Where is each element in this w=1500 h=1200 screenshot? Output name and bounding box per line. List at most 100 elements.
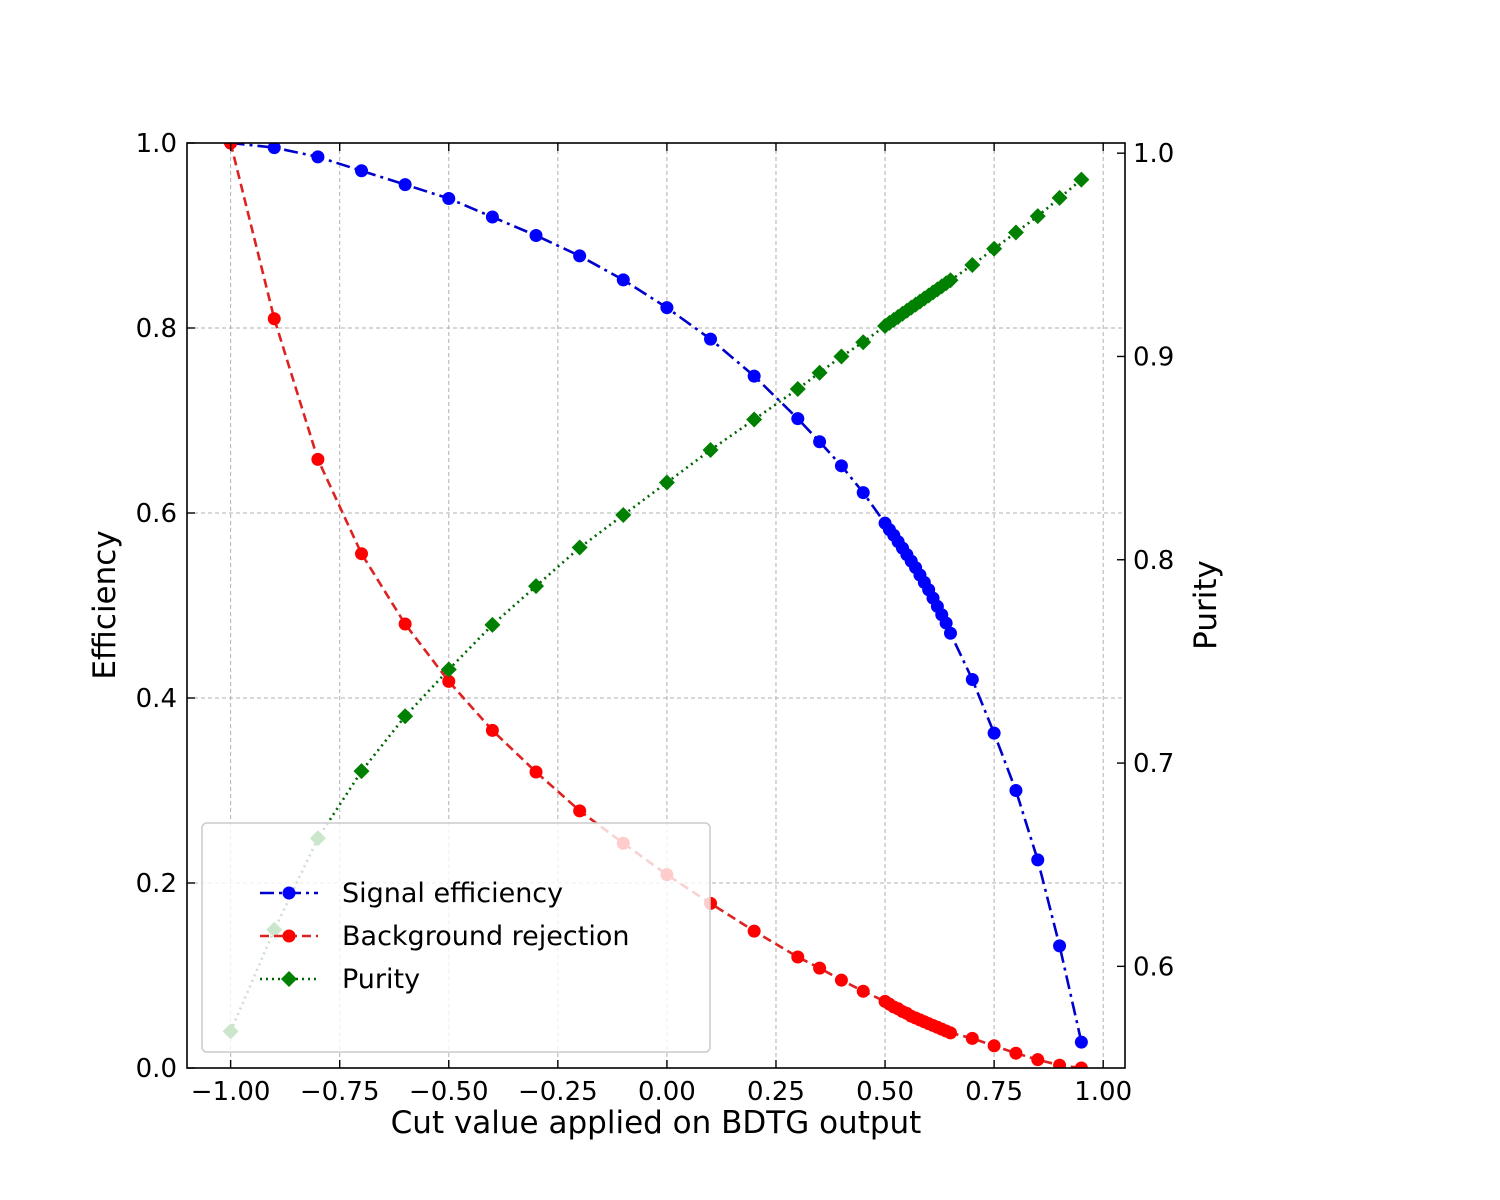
data-point-background-rejection [529, 765, 543, 779]
legend-item-background: Background rejection [260, 921, 629, 952]
plot-frame [186, 142, 1126, 1069]
data-point-purity [397, 708, 414, 725]
data-point-purity [855, 334, 872, 351]
x-tick-label: 1.00 [1074, 1077, 1132, 1107]
data-point-purity [484, 616, 501, 633]
data-point-purity [833, 348, 850, 365]
data-point-purity [746, 411, 763, 428]
data-point-background-rejection [573, 804, 587, 818]
data-point-background-rejection [834, 973, 848, 987]
data-point-background-rejection [398, 617, 412, 631]
x-tick-label: −0.50 [409, 1077, 489, 1107]
data-point-background-rejection [1074, 1061, 1088, 1068]
y2-tick-label: 0.7 [1133, 749, 1174, 779]
y2-tick-label: 0.9 [1133, 342, 1174, 372]
data-point-signal-efficiency [813, 435, 827, 449]
y-tick-label: 0.2 [136, 869, 177, 899]
data-point-purity [1073, 171, 1090, 188]
legend-marker-signal [282, 886, 296, 900]
data-point-purity [1007, 224, 1024, 241]
legend-marker-purity [281, 971, 297, 987]
x-tick-label: −1.00 [191, 1077, 271, 1107]
data-point-signal-efficiency [747, 369, 761, 383]
data-point-purity [353, 763, 370, 780]
data-point-background-rejection [1009, 1046, 1023, 1060]
data-point-purity [942, 272, 959, 289]
data-point-signal-efficiency [704, 332, 718, 346]
data-point-purity [658, 474, 675, 491]
y-tick-label: 0.4 [136, 684, 177, 714]
data-point-background-rejection [943, 1026, 957, 1040]
data-point-purity [702, 441, 719, 458]
data-point-signal-efficiency [660, 301, 674, 315]
data-point-background-rejection [965, 1031, 979, 1045]
data-point-purity [811, 364, 828, 381]
data-point-purity [964, 256, 981, 273]
data-point-background-rejection [856, 984, 870, 998]
data-point-signal-efficiency [398, 178, 412, 192]
data-point-signal-efficiency [987, 726, 1001, 740]
data-point-signal-efficiency [573, 249, 587, 263]
data-point-purity [1051, 189, 1068, 206]
legend-item-purity: Purity [260, 964, 420, 995]
data-point-signal-efficiency [1053, 939, 1067, 953]
data-point-background-rejection [442, 674, 456, 688]
data-point-background-rejection [747, 924, 761, 938]
data-point-signal-efficiency [856, 486, 870, 500]
ticks: −1.00 −0.75 −0.50 −0.25 0.00 0.25 0.50 0.75 1.00… [136, 129, 1175, 1107]
data-point-signal-efficiency [355, 164, 369, 178]
data-point-purity [789, 380, 806, 397]
data-point-background-rejection [791, 950, 805, 964]
data-point-purity [1029, 208, 1046, 225]
x-tick-label: 0.75 [965, 1077, 1023, 1107]
legend: Signal efficiency Background rejection P… [201, 822, 711, 1053]
legend-label-background: Background rejection [342, 921, 629, 952]
data-point-purity [528, 578, 545, 595]
x-tick-label: 0.00 [638, 1077, 696, 1107]
data-point-signal-efficiency [791, 412, 805, 426]
data-point-background-rejection [1031, 1053, 1045, 1067]
data-point-background-rejection [355, 547, 369, 561]
data-point-signal-efficiency [943, 626, 957, 640]
y2-tick-label: 0.6 [1133, 952, 1174, 982]
legend-marker-background [282, 929, 296, 943]
data-point-signal-efficiency [529, 229, 543, 242]
legend-item-signal: Signal efficiency [260, 878, 563, 909]
y-tick-label: 0.0 [136, 1054, 177, 1084]
x-tick-label: −0.25 [518, 1077, 598, 1107]
data-point-signal-efficiency [311, 150, 325, 164]
data-point-signal-efficiency [939, 616, 953, 630]
data-point-signal-efficiency [1074, 1035, 1088, 1049]
data-point-background-rejection [987, 1039, 1001, 1053]
y2-tick-label: 1.0 [1133, 139, 1174, 169]
y-tick-label: 1.0 [136, 129, 177, 159]
y2-axis-title: Purity [1188, 560, 1224, 650]
x-tick-label: 0.25 [747, 1077, 805, 1107]
data-point-signal-efficiency [267, 143, 281, 155]
data-point-background-rejection [267, 312, 281, 326]
data-point-signal-efficiency [616, 273, 630, 287]
legend-label-signal: Signal efficiency [342, 878, 563, 909]
data-point-signal-efficiency [442, 192, 456, 205]
data-point-signal-efficiency [1009, 784, 1023, 797]
x-tick-label: −0.75 [300, 1077, 380, 1107]
data-point-background-rejection [1053, 1058, 1067, 1068]
data-point-purity [440, 661, 457, 678]
x-axis-title: Cut value applied on BDTG output [391, 1105, 922, 1141]
data-point-background-rejection [311, 452, 325, 466]
legend-box [201, 822, 711, 1053]
data-point-signal-efficiency [485, 210, 499, 224]
legend-label-purity: Purity [342, 964, 420, 995]
data-point-background-rejection [813, 961, 827, 975]
x-tick-label: 0.50 [856, 1077, 914, 1107]
data-point-purity [986, 240, 1003, 257]
data-point-purity [615, 507, 632, 524]
data-point-signal-efficiency [965, 673, 979, 686]
data-point-signal-efficiency [1031, 853, 1045, 867]
y-tick-label: 0.6 [136, 499, 177, 529]
y-axis-title: Efficiency [87, 530, 123, 679]
data-point-background-rejection [485, 723, 499, 737]
y-tick-label: 0.8 [136, 314, 177, 344]
data-point-purity [571, 539, 588, 556]
